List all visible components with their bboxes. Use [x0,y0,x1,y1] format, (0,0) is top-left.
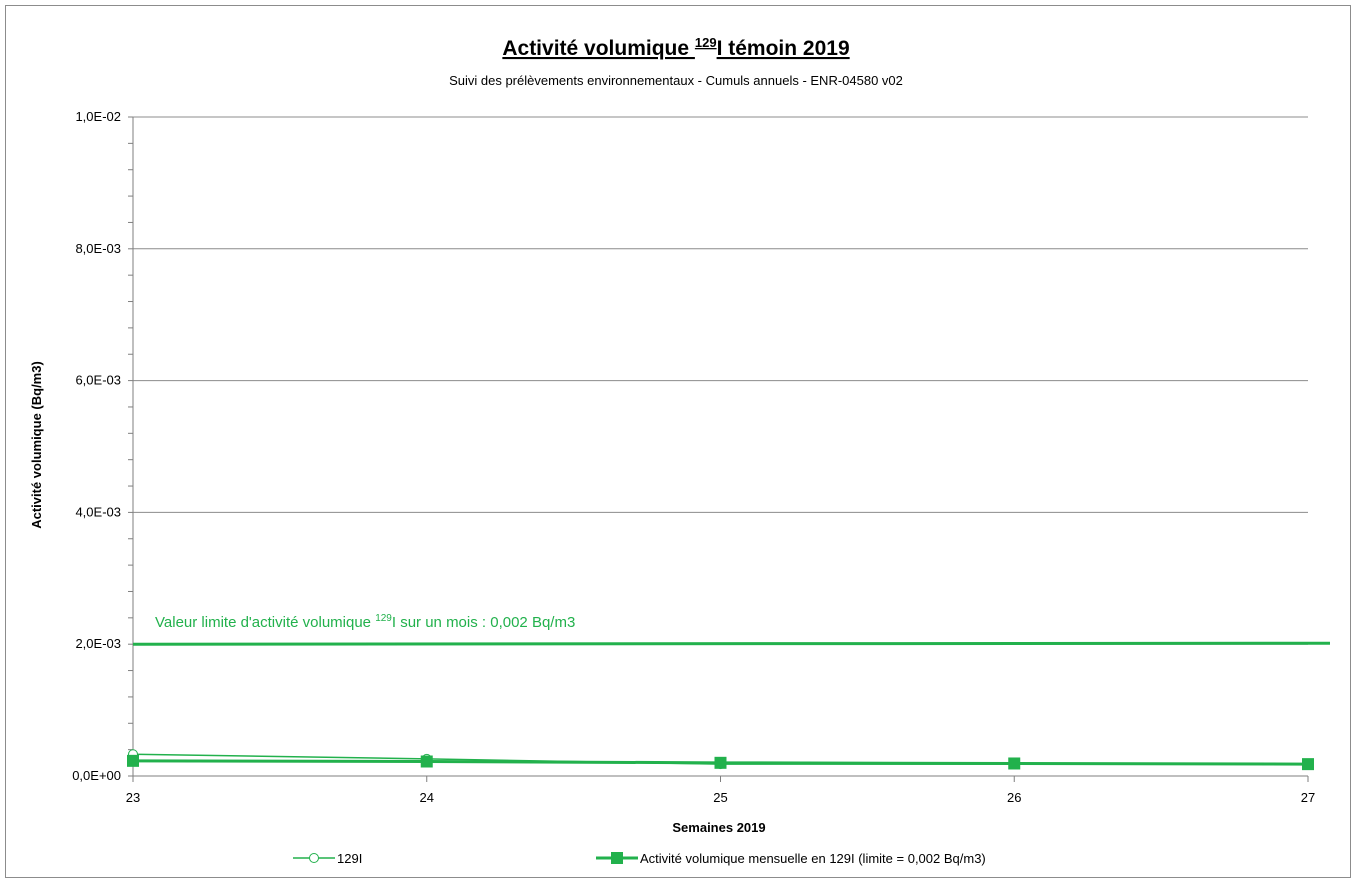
series-layer [127,749,1314,771]
y-tick-label-3: 6,0E-03 [75,373,121,388]
series-1-point-1 [420,755,433,768]
y-tick-label-0: 0,0E+00 [72,768,121,783]
legend-label-1: Activité volumique mensuelle en 129I (li… [640,851,986,866]
y-tick-label-2: 4,0E-03 [75,504,121,519]
x-tick-label-1: 24 [420,790,434,805]
series-1-point-2 [714,756,727,769]
series-1-point-3 [1008,757,1021,770]
x-axis-title: Semaines 2019 [672,820,765,835]
legend-label-0: 129I [337,851,362,866]
chart-subtitle: Suivi des prélèvements environnementaux … [449,73,903,88]
x-tick-label-2: 25 [713,790,727,805]
chart-title: Activité volumique 129I témoin 2019 [502,35,849,60]
y-tick-label-5: 1,0E-02 [75,109,121,124]
limit-line-label: Valeur limite d'activité volumique 129I … [155,613,575,631]
x-tick-label-4: 27 [1301,790,1315,805]
grid-layer [133,116,1308,645]
series-1-point-0 [127,754,139,767]
limit-layer: Valeur limite d'activité volumique 129I … [132,613,1331,646]
x-tick-label-3: 26 [1007,790,1021,805]
y-tick-label-1: 2,0E-03 [75,636,121,651]
chart-title-group: Activité volumique 129I témoin 2019 Suiv… [449,35,903,88]
legend: 129I Activité volumique mensuelle en 129I… [293,851,986,866]
axis-layer: 0,0E+00 2,0E-03 4,0E-03 6,0E-03 8,0E-03 1,0E-… [72,109,1315,805]
limit-line [132,641,1331,646]
y-tick-label-4: 8,0E-03 [75,241,121,256]
chart-frame [5,5,1351,878]
legend-swatch-marker-1 [611,852,623,864]
legend-swatch-marker-0 [309,853,319,863]
x-tick-label-0: 23 [126,790,140,805]
y-axis-title: Activité volumique (Bq/m3) [29,361,44,529]
series-1-point-4 [1302,758,1314,771]
